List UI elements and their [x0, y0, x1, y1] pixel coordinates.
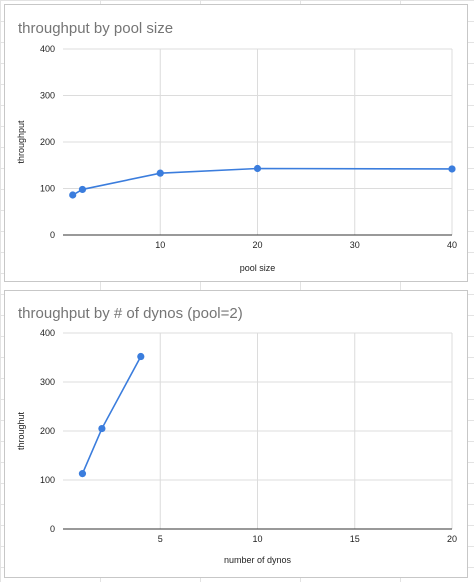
- y-tick-label: 400: [40, 44, 55, 54]
- data-point: [98, 424, 106, 433]
- y-tick-label: 300: [40, 91, 55, 101]
- y-tick-label: 400: [40, 328, 55, 338]
- x-tick-label: 30: [350, 240, 360, 250]
- x-tick-label: 20: [252, 240, 262, 250]
- y-tick-label: 300: [40, 377, 55, 387]
- x-axis-label: pool size: [240, 263, 276, 273]
- x-tick-label: 40: [447, 240, 457, 250]
- data-point: [156, 169, 164, 177]
- chart-2-svg: throughput by # of dynos (pool=2) 0 100 200…: [16, 305, 457, 565]
- x-axis-label: number of dynos: [224, 555, 292, 565]
- data-point: [448, 165, 456, 173]
- series-line: [81, 356, 142, 474]
- y-tick-label: 200: [40, 426, 55, 436]
- x-tick-label: 15: [350, 534, 360, 544]
- chart-throughput-by-dynos[interactable]: throughput by # of dynos (pool=2) 0 100 200…: [4, 290, 468, 578]
- y-tick-label: 100: [40, 184, 55, 194]
- y-axis-label: throughput: [16, 120, 26, 164]
- chart-1-svg: throughput by pool size 0 100 200 300 400 10 20…: [16, 20, 457, 273]
- x-tick-label: 20: [447, 534, 457, 544]
- data-point: [69, 191, 77, 199]
- data-point: [78, 470, 87, 478]
- chart-title: throughput by pool size: [18, 20, 173, 37]
- chart-title: throughput by # of dynos (pool=2): [18, 305, 243, 322]
- chart-throughput-by-pool-size[interactable]: throughput by pool size 0 100 200 300 400 10 20…: [4, 4, 468, 282]
- series-line: [72, 167, 453, 196]
- y-tick-label: 0: [50, 524, 55, 534]
- y-tick-label: 0: [50, 230, 55, 240]
- y-tick-label: 100: [40, 475, 55, 485]
- data-point: [253, 164, 262, 173]
- x-tick-label: 10: [155, 240, 165, 250]
- data-point: [137, 352, 145, 361]
- x-tick-label: 5: [158, 534, 163, 544]
- y-tick-label: 200: [40, 137, 55, 147]
- data-point: [78, 185, 87, 194]
- y-axis-label: throughut: [16, 411, 26, 450]
- x-tick-label: 10: [252, 534, 262, 544]
